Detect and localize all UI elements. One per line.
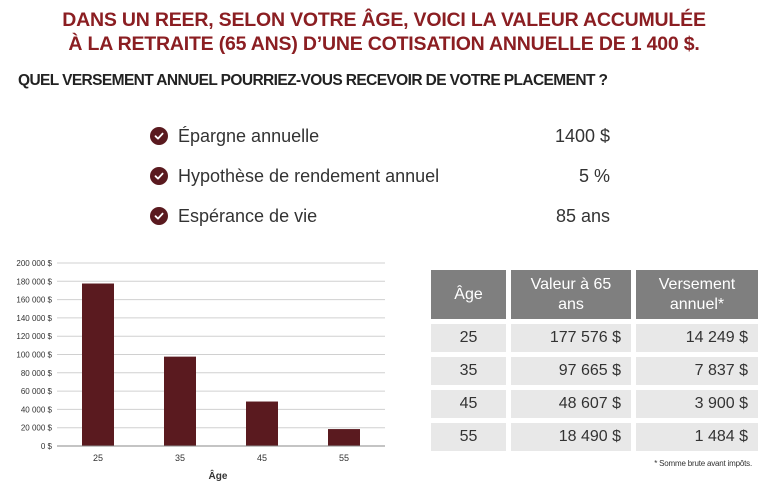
y-tick-label: 180 000 $: [16, 277, 52, 286]
headline-line-1: DANS UN REER, SELON VOTRE ÂGE, VOICI LA …: [62, 9, 706, 31]
subheadline: QUEL VERSEMENT ANNUEL POURRIEZ-VOUS RECE…: [18, 72, 608, 89]
y-tick-label: 0 $: [41, 442, 53, 451]
cell-payment: 1 484 $: [636, 423, 758, 451]
header-payment: Versement annuel*: [636, 270, 758, 319]
assumption-label: Espérance de vie: [178, 205, 318, 226]
table-row: 55 18 490 $ 1 484 $: [431, 423, 758, 451]
assumption-life-expectancy: Espérance de vie 85 ans: [150, 196, 610, 236]
x-tick-label: 35: [175, 453, 185, 463]
assumption-annual-savings: Épargne annuelle 1400 $: [150, 116, 610, 156]
x-axis-label: Âge: [209, 469, 228, 482]
cell-value: 48 607 $: [511, 390, 631, 418]
table-header-row: Âge Valeur à 65 ans Versement annuel*: [431, 270, 758, 319]
y-tick-labels: 0 $ 20 000 $ 40 000 $ 60 000 $ 80 000 $ 100 0…: [16, 259, 52, 451]
cell-age: 35: [431, 357, 506, 385]
y-tick-label: 160 000 $: [16, 296, 52, 305]
assumption-label: Épargne annuelle: [178, 125, 320, 146]
check-circle-icon: [150, 207, 168, 225]
bar-age-45: [246, 401, 278, 446]
headline: DANS UN REER, SELON VOTRE ÂGE, VOICI LA …: [0, 8, 768, 56]
y-tick-label: 100 000 $: [16, 351, 52, 360]
x-tick-label: 55: [339, 453, 349, 463]
cell-payment: 3 900 $: [636, 390, 758, 418]
cell-payment: 7 837 $: [636, 357, 758, 385]
y-tick-label: 80 000 $: [21, 369, 53, 378]
y-tick-label: 60 000 $: [21, 387, 53, 396]
payout-table: Âge Valeur à 65 ans Versement annuel* 25…: [426, 265, 763, 456]
cell-age: 55: [431, 423, 506, 451]
x-tick-label: 25: [93, 453, 103, 463]
y-tick-label: 120 000 $: [16, 332, 52, 341]
cell-age: 25: [431, 324, 506, 352]
table-row: 25 177 576 $ 14 249 $: [431, 324, 758, 352]
bars: [82, 283, 360, 446]
header-age: Âge: [431, 270, 506, 319]
check-circle-icon: [150, 167, 168, 185]
footnote: * Somme brute avant impôts.: [654, 459, 752, 468]
assumptions-list: Épargne annuelle 1400 $ Hypothèse de ren…: [150, 116, 610, 236]
bar-age-35: [164, 356, 196, 446]
table-row: 45 48 607 $ 3 900 $: [431, 390, 758, 418]
assumption-value: 85 ans: [555, 205, 610, 226]
x-tick-label: 45: [257, 453, 267, 463]
assumption-value: 1400 $: [554, 125, 610, 146]
y-tick-label: 40 000 $: [21, 405, 53, 414]
y-tick-label: 20 000 $: [21, 424, 53, 433]
bar-chart: 0 $ 20 000 $ 40 000 $ 60 000 $ 80 000 $ 100 0…: [16, 259, 385, 482]
assumption-label: Hypothèse de rendement annuel: [178, 165, 440, 186]
cell-payment: 14 249 $: [636, 324, 758, 352]
table-row: 35 97 665 $ 7 837 $: [431, 357, 758, 385]
cell-age: 45: [431, 390, 506, 418]
bar-age-55: [328, 429, 360, 446]
header-value: Valeur à 65 ans: [511, 270, 631, 319]
cell-value: 177 576 $: [511, 324, 631, 352]
bar-age-25: [82, 283, 114, 446]
cell-value: 18 490 $: [511, 423, 631, 451]
x-tick-labels: 25 35 45 55: [93, 453, 349, 463]
y-tick-label: 200 000 $: [16, 259, 52, 268]
assumption-return-rate: Hypothèse de rendement annuel 5 %: [150, 156, 610, 196]
headline-line-2: À LA RETRAITE (65 ANS) D’UNE COTISATION …: [68, 33, 700, 55]
y-tick-label: 140 000 $: [16, 314, 52, 323]
assumption-value: 5 %: [578, 165, 610, 186]
check-circle-icon: [150, 127, 168, 145]
cell-value: 97 665 $: [511, 357, 631, 385]
